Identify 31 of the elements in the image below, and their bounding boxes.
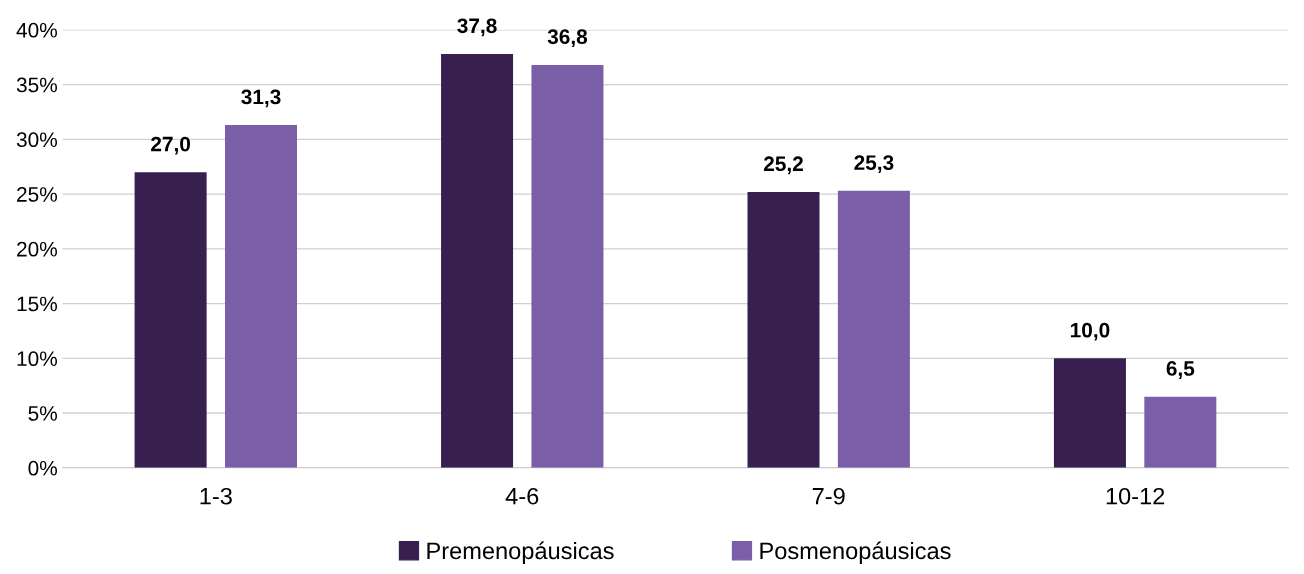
x-tick-label: 7-9 [812, 487, 845, 505]
bar [441, 53, 514, 468]
y-tick-label: 35% [16, 77, 57, 93]
y-tick-label: 40% [16, 22, 57, 38]
x-tick-label: 4-6 [505, 487, 539, 505]
y-tick-label: 25% [17, 187, 57, 202]
bar [837, 190, 910, 468]
data-label: 36,8 [547, 29, 588, 48]
data-label: 37,8 [457, 18, 497, 37]
y-tick-label: 15% [17, 296, 57, 312]
bar [1144, 396, 1217, 468]
y-tick-label: 10% [17, 351, 57, 367]
y-tick-label: 20% [17, 241, 57, 257]
bar [1053, 358, 1126, 468]
y-tick-label: 0% [28, 460, 57, 476]
legend-label: Posmenopáusicas [760, 541, 951, 564]
bar [225, 125, 298, 468]
legend-label: Premenopáusicas [427, 541, 614, 564]
x-tick-label: 10-12 [1106, 487, 1165, 505]
bar [134, 172, 207, 468]
data-label: 25,2 [763, 156, 803, 175]
data-label: 6,5 [1166, 361, 1195, 379]
x-tick-label: 1-3 [200, 487, 232, 505]
data-label: 10,0 [1070, 322, 1110, 341]
y-tick-label: 30% [16, 132, 57, 148]
y-tick-label: 5% [28, 406, 57, 421]
data-label: 27,0 [151, 136, 191, 155]
data-label: 25,3 [854, 155, 894, 174]
bar [747, 191, 820, 468]
bar [531, 64, 604, 468]
data-label: 31,3 [241, 89, 281, 108]
